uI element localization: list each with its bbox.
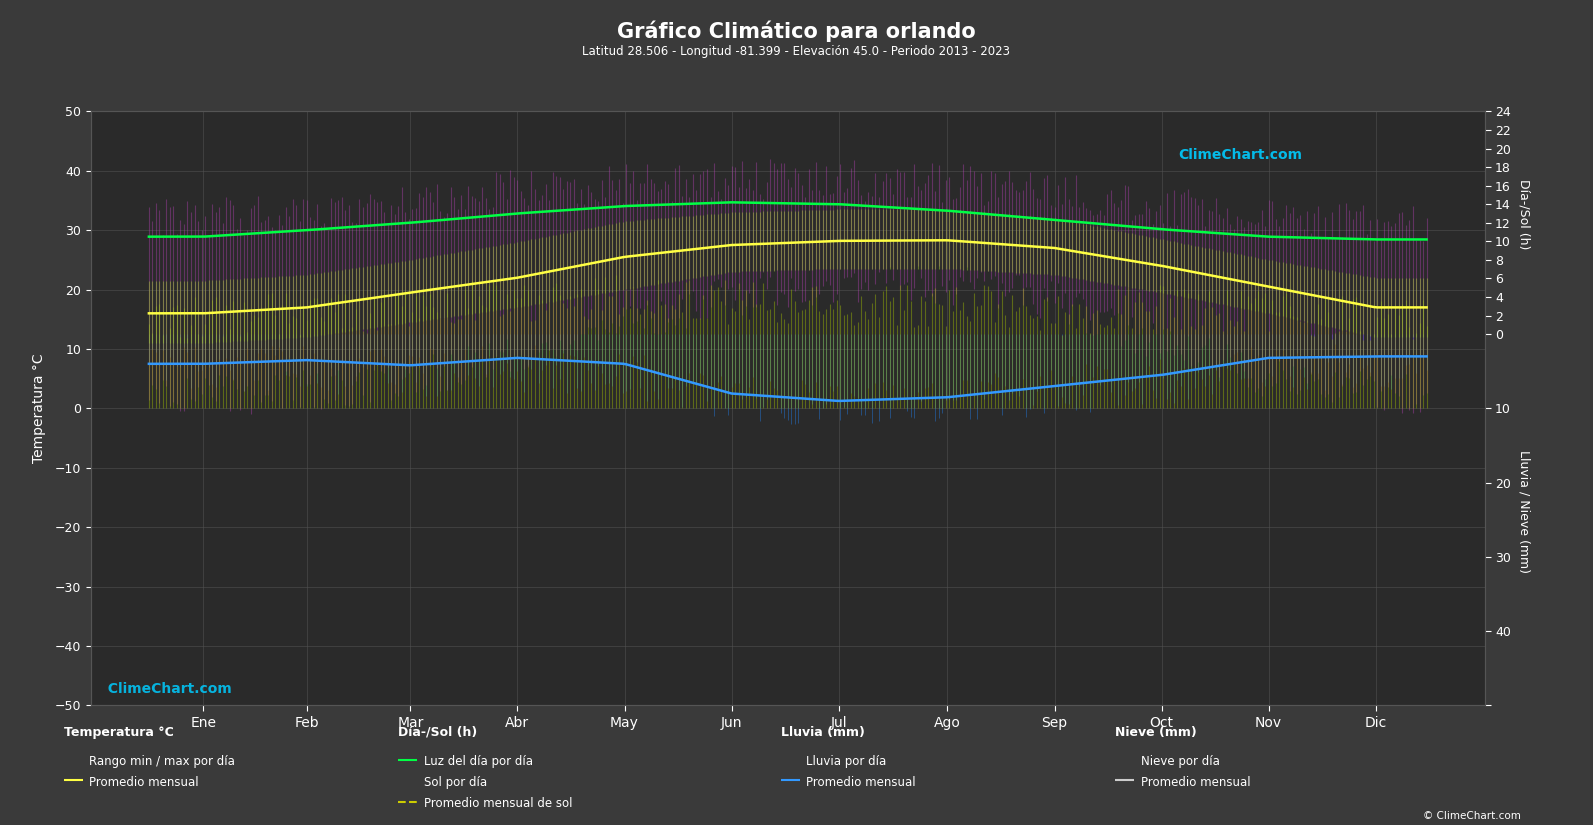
- Text: Lluvia / Nieve (mm): Lluvia / Nieve (mm): [1517, 450, 1531, 573]
- Text: Luz del día por día: Luz del día por día: [424, 755, 532, 768]
- Text: Sol por día: Sol por día: [424, 776, 487, 789]
- Text: Promedio mensual de sol: Promedio mensual de sol: [424, 797, 572, 810]
- Text: Rango min / max por día: Rango min / max por día: [89, 755, 236, 768]
- Text: ClimeChart.com: ClimeChart.com: [1179, 148, 1301, 162]
- Text: Lluvia por día: Lluvia por día: [806, 755, 886, 768]
- Text: Promedio mensual: Promedio mensual: [89, 776, 199, 789]
- Text: Día-/Sol (h): Día-/Sol (h): [398, 726, 478, 739]
- Text: Nieve por día: Nieve por día: [1141, 755, 1220, 768]
- Text: Promedio mensual: Promedio mensual: [806, 776, 916, 789]
- Y-axis label: Temperatura °C: Temperatura °C: [32, 354, 46, 463]
- Text: Día-/Sol (h): Día-/Sol (h): [1517, 179, 1531, 250]
- Text: Latitud 28.506 - Longitud -81.399 - Elevación 45.0 - Periodo 2013 - 2023: Latitud 28.506 - Longitud -81.399 - Elev…: [583, 45, 1010, 59]
- Text: Lluvia (mm): Lluvia (mm): [781, 726, 865, 739]
- Text: Gráfico Climático para orlando: Gráfico Climático para orlando: [616, 21, 977, 42]
- Text: Promedio mensual: Promedio mensual: [1141, 776, 1251, 789]
- Text: Nieve (mm): Nieve (mm): [1115, 726, 1196, 739]
- Text: Temperatura °C: Temperatura °C: [64, 726, 174, 739]
- Text: © ClimeChart.com: © ClimeChart.com: [1424, 811, 1521, 821]
- Text: ClimeChart.com: ClimeChart.com: [97, 682, 231, 696]
